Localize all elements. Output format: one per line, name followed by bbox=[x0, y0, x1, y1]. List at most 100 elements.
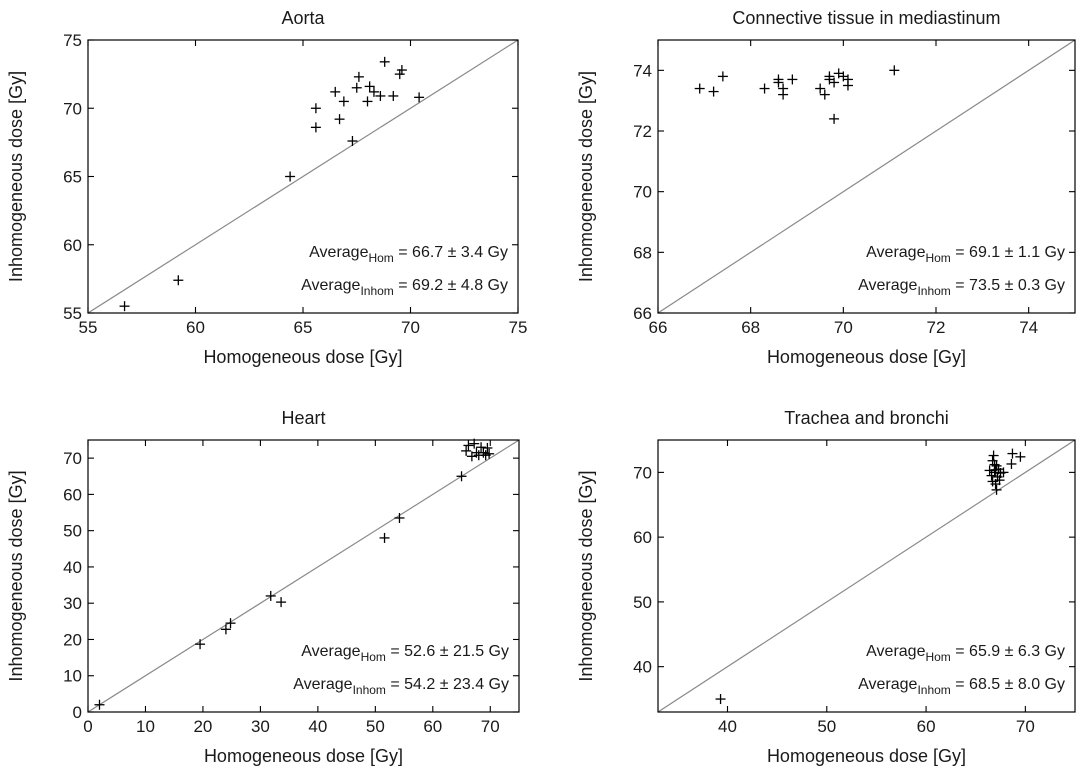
annotation-value: = 68.5 ± 8.0 Gy bbox=[951, 676, 1065, 693]
data-point bbox=[220, 624, 231, 635]
annotation-value: = 54.2 ± 23.4 Gy bbox=[386, 676, 509, 693]
x-tick-label: 60 bbox=[917, 717, 936, 736]
data-point bbox=[310, 122, 321, 133]
x-tick-label: 75 bbox=[509, 318, 528, 337]
data-point bbox=[759, 83, 770, 94]
data-point bbox=[995, 468, 1006, 479]
y-tick-label: 30 bbox=[63, 594, 82, 613]
identity-line bbox=[658, 40, 1075, 313]
data-point bbox=[364, 81, 375, 92]
data-point bbox=[394, 512, 405, 523]
y-tick-label: 60 bbox=[63, 485, 82, 504]
data-point bbox=[379, 56, 390, 67]
annotation-subscript: Inhom bbox=[360, 284, 393, 298]
y-axis-label: Inhomogeneous dose [Gy] bbox=[576, 470, 596, 681]
data-point bbox=[396, 65, 407, 76]
data-point bbox=[94, 699, 105, 710]
average-annotation: AverageHom = 65.9 ± 6.3 Gy bbox=[866, 643, 1065, 664]
x-tick-label: 72 bbox=[927, 318, 946, 337]
y-tick-label: 74 bbox=[633, 61, 652, 80]
x-tick-label: 40 bbox=[718, 717, 737, 736]
y-tick-label: 66 bbox=[633, 304, 652, 323]
data-point bbox=[478, 447, 489, 458]
annotation-prefix: Average bbox=[293, 676, 352, 693]
average-annotation: AverageHom = 52.6 ± 21.5 Gy bbox=[301, 643, 509, 664]
average-annotation: AverageHom = 66.7 ± 3.4 Gy bbox=[309, 244, 508, 265]
x-tick-label: 68 bbox=[741, 318, 760, 337]
plot-frame bbox=[657, 439, 1076, 713]
x-tick-label: 50 bbox=[817, 717, 836, 736]
data-point bbox=[276, 597, 287, 608]
data-point bbox=[1007, 448, 1018, 459]
annotation-value: = 65.9 ± 6.3 Gy bbox=[951, 643, 1065, 660]
plot-frame bbox=[657, 39, 1076, 314]
data-point bbox=[819, 89, 830, 100]
average-annotation: AverageInhom = 69.2 ± 4.8 Gy bbox=[301, 277, 508, 298]
x-tick-label: 30 bbox=[251, 717, 270, 736]
panel-0: 55 60 65 70 75 55 60 65 70 75 Aorta Homogeneous dos… bbox=[6, 8, 527, 367]
data-point bbox=[330, 86, 341, 97]
data-point bbox=[456, 471, 467, 482]
x-tick-label: 50 bbox=[366, 717, 385, 736]
annotation-subscript: Hom bbox=[361, 650, 386, 664]
y-tick-label: 40 bbox=[63, 558, 82, 577]
data-point bbox=[379, 532, 390, 543]
data-point bbox=[889, 65, 900, 76]
data-point bbox=[476, 442, 487, 453]
data-point bbox=[773, 77, 784, 88]
annotation-prefix: Average bbox=[301, 643, 360, 660]
annotation-subscript: Inhom bbox=[353, 683, 386, 697]
data-point bbox=[362, 96, 373, 107]
x-tick-label: 10 bbox=[136, 717, 155, 736]
data-point bbox=[484, 448, 495, 459]
annotation-subscript: Hom bbox=[925, 251, 950, 265]
x-tick-label: 70 bbox=[481, 717, 500, 736]
data-point bbox=[829, 113, 840, 124]
chart-title: Connective tissue in mediastinum bbox=[732, 8, 1000, 28]
annotation-subscript: Hom bbox=[925, 650, 950, 664]
data-point bbox=[778, 89, 789, 100]
identity-line bbox=[658, 440, 1075, 712]
x-tick-label: 40 bbox=[308, 717, 327, 736]
y-tick-label: 55 bbox=[63, 304, 82, 323]
data-point bbox=[715, 694, 726, 705]
annotation-value: = 73.5 ± 0.3 Gy bbox=[951, 277, 1065, 294]
chart-title: Heart bbox=[281, 408, 325, 428]
x-tick-label: 0 bbox=[83, 717, 92, 736]
average-annotation: AverageInhom = 54.2 ± 23.4 Gy bbox=[293, 676, 509, 697]
x-tick-label: 60 bbox=[423, 717, 442, 736]
data-point bbox=[482, 442, 493, 453]
data-point bbox=[394, 69, 405, 80]
annotation-prefix: Average bbox=[858, 676, 917, 693]
y-axis-label: Inhomogeneous dose [Gy] bbox=[576, 71, 596, 282]
data-point bbox=[225, 618, 236, 629]
data-point bbox=[842, 74, 853, 85]
annotation-value: = 69.1 ± 1.1 Gy bbox=[951, 244, 1065, 261]
y-tick-label: 70 bbox=[63, 449, 82, 468]
y-tick-label: 0 bbox=[73, 703, 82, 722]
data-point bbox=[353, 71, 364, 82]
x-tick-label: 20 bbox=[193, 717, 212, 736]
panel-3: 40 50 60 70 40 50 60 70 Trachea and bronchi Homog… bbox=[576, 408, 1076, 766]
y-axis-label: Inhomogeneous dose [Gy] bbox=[6, 470, 26, 681]
x-tick-label: 60 bbox=[186, 318, 205, 337]
average-annotation: AverageHom = 69.1 ± 1.1 Gy bbox=[866, 244, 1065, 265]
data-point bbox=[469, 438, 480, 449]
annotation-prefix: Average bbox=[866, 643, 925, 660]
data-point bbox=[1006, 458, 1017, 469]
annotation-subscript: Hom bbox=[368, 251, 393, 265]
data-point bbox=[989, 459, 1000, 470]
x-axis-label: Homogeneous dose [Gy] bbox=[204, 746, 403, 766]
data-point bbox=[119, 301, 130, 312]
data-point bbox=[1015, 451, 1026, 462]
x-axis-label: Homogeneous dose [Gy] bbox=[767, 347, 966, 367]
data-point bbox=[414, 92, 425, 103]
y-tick-label: 60 bbox=[63, 236, 82, 255]
y-tick-label: 65 bbox=[63, 168, 82, 187]
panel-1: 66 68 70 72 74 66 68 70 72 74 Connective tissue in… bbox=[576, 8, 1076, 367]
data-point bbox=[708, 86, 719, 97]
y-tick-label: 70 bbox=[633, 183, 652, 202]
y-tick-label: 72 bbox=[633, 122, 652, 141]
panel-2: 0 10 20 30 40 50 60 70 0 10 20 30 40 50 60 70 Heart Homog… bbox=[6, 408, 520, 766]
y-tick-label: 60 bbox=[633, 528, 652, 547]
